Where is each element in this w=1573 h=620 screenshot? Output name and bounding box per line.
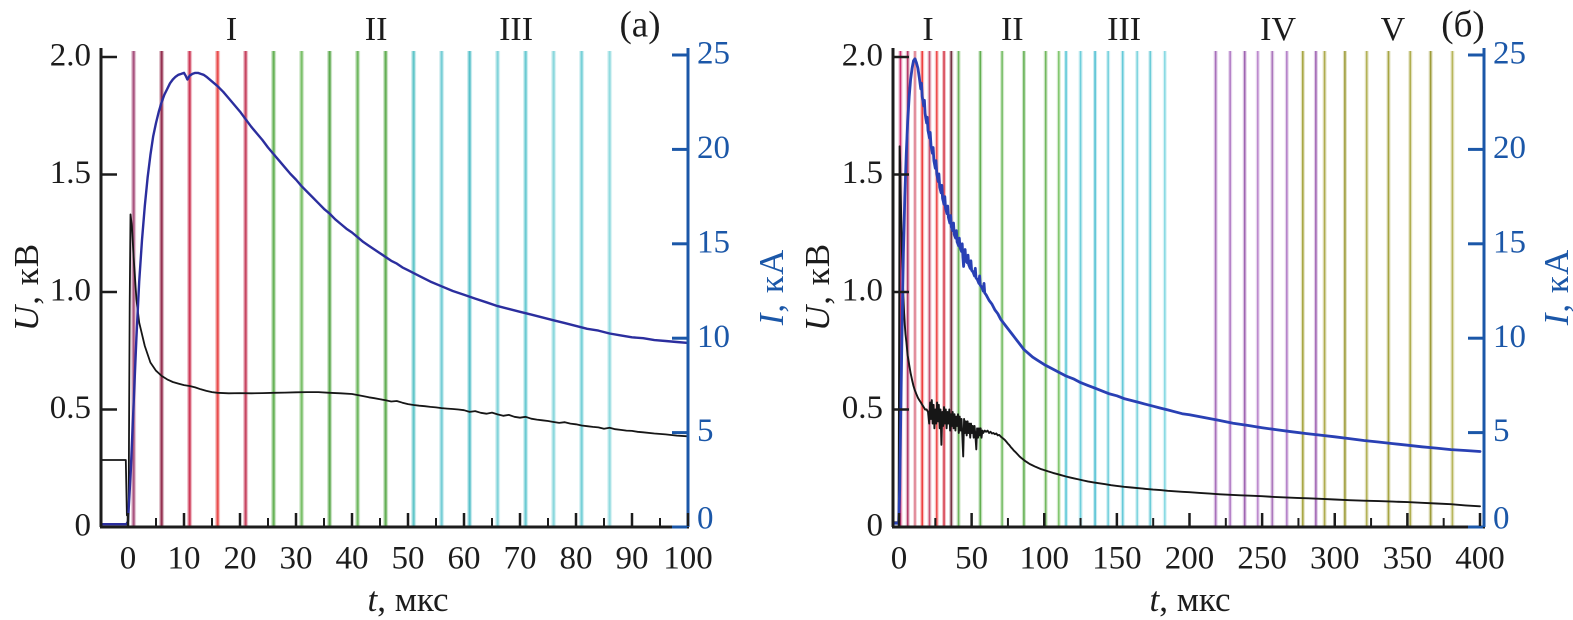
current-symbol: I bbox=[1537, 312, 1573, 326]
voltage-curve bbox=[100, 213, 689, 517]
y-left-tick-label: 1.0 bbox=[50, 273, 91, 309]
y-right-tick-label: 0 bbox=[697, 501, 714, 537]
x-tick-label: 150 bbox=[1092, 541, 1142, 577]
y-right-tick-label: 5 bbox=[697, 413, 714, 449]
y-left-tick-label: 2.0 bbox=[842, 38, 883, 74]
x-tick-label: 100 bbox=[663, 541, 713, 577]
y-right-tick-label: 25 bbox=[1493, 36, 1526, 72]
y-left-tick-label: 0 bbox=[867, 508, 884, 544]
x-tick-label: 300 bbox=[1310, 541, 1360, 577]
y-left-tick-label: 1.5 bbox=[842, 155, 883, 191]
y-right-tick-label: 0 bbox=[1493, 501, 1510, 537]
y-right-tick-label: 5 bbox=[1493, 413, 1510, 449]
y-right-tick-label: 20 bbox=[697, 130, 730, 166]
voltage-unit: , кВ bbox=[798, 242, 837, 305]
x-tick-label: 30 bbox=[280, 541, 313, 577]
y-right-tick-label: 15 bbox=[697, 224, 730, 260]
region-label: II bbox=[1001, 11, 1024, 48]
region-label: IV bbox=[1260, 11, 1296, 48]
y-left-tick-label: 0.5 bbox=[842, 390, 883, 426]
y-right-tick-label: 10 bbox=[697, 319, 730, 355]
y-left-tick-label: 0.5 bbox=[50, 390, 91, 426]
panel-a-x-axis-title: t, мкс bbox=[367, 580, 448, 620]
voltage-curve bbox=[892, 145, 1481, 524]
y-left-tick-label: 1.5 bbox=[50, 155, 91, 191]
region-label: V bbox=[1381, 11, 1406, 48]
x-tick-label: 0 bbox=[120, 541, 137, 577]
region-label: III bbox=[1107, 11, 1141, 48]
x-tick-label: 20 bbox=[224, 541, 257, 577]
time-unit: , мкс bbox=[377, 580, 449, 619]
y-right-tick-label: 25 bbox=[697, 36, 730, 72]
y-right-tick-label: 20 bbox=[1493, 130, 1526, 166]
x-tick-label: 40 bbox=[336, 541, 369, 577]
y-left-tick-label: 1.0 bbox=[842, 273, 883, 309]
panel-b-corner-label: (б) bbox=[1441, 4, 1485, 46]
current-unit: , кА bbox=[1537, 248, 1573, 313]
y-right-tick-label: 10 bbox=[1493, 319, 1526, 355]
voltage-unit: , кВ bbox=[7, 242, 46, 305]
current-symbol: I bbox=[752, 312, 791, 326]
current-curve bbox=[891, 57, 1482, 525]
panel-a-right-axis-title: I, кА bbox=[752, 249, 792, 325]
panel-a-left-axis-title: U, кВ bbox=[7, 243, 47, 331]
y-right-tick-label: 15 bbox=[1493, 224, 1526, 260]
x-tick-label: 90 bbox=[616, 541, 649, 577]
panel-b-right-axis-title: I, кА bbox=[1537, 249, 1573, 325]
x-tick-label: 50 bbox=[955, 541, 988, 577]
x-tick-label: 0 bbox=[891, 541, 908, 577]
panel-b-x-axis-title: t, мкс bbox=[1149, 580, 1230, 620]
region-label: III bbox=[499, 11, 533, 48]
x-tick-label: 70 bbox=[504, 541, 537, 577]
x-tick-label: 200 bbox=[1165, 541, 1215, 577]
y-left-tick-label: 2.0 bbox=[50, 38, 91, 74]
region-label: II bbox=[365, 11, 388, 48]
voltage-symbol: U bbox=[798, 304, 837, 332]
time-symbol: t bbox=[1149, 580, 1160, 619]
x-tick-label: 50 bbox=[392, 541, 425, 577]
time-unit: , мкс bbox=[1159, 580, 1231, 619]
x-tick-label: 10 bbox=[168, 541, 201, 577]
time-symbol: t bbox=[367, 580, 378, 619]
region-label: I bbox=[922, 11, 933, 48]
current-curve bbox=[99, 71, 690, 526]
panel-b-left-axis-title: U, кВ bbox=[798, 243, 838, 331]
x-tick-label: 80 bbox=[560, 541, 593, 577]
y-left-tick-label: 0 bbox=[75, 508, 92, 544]
x-tick-label: 400 bbox=[1455, 541, 1505, 577]
x-tick-label: 350 bbox=[1383, 541, 1433, 577]
current-unit: , кА bbox=[752, 248, 791, 313]
x-tick-label: 100 bbox=[1020, 541, 1070, 577]
x-tick-label: 250 bbox=[1237, 541, 1287, 577]
x-tick-label: 60 bbox=[448, 541, 481, 577]
voltage-symbol: U bbox=[7, 304, 46, 332]
panel-a-corner-label: (a) bbox=[619, 4, 661, 46]
region-label: I bbox=[226, 11, 237, 48]
